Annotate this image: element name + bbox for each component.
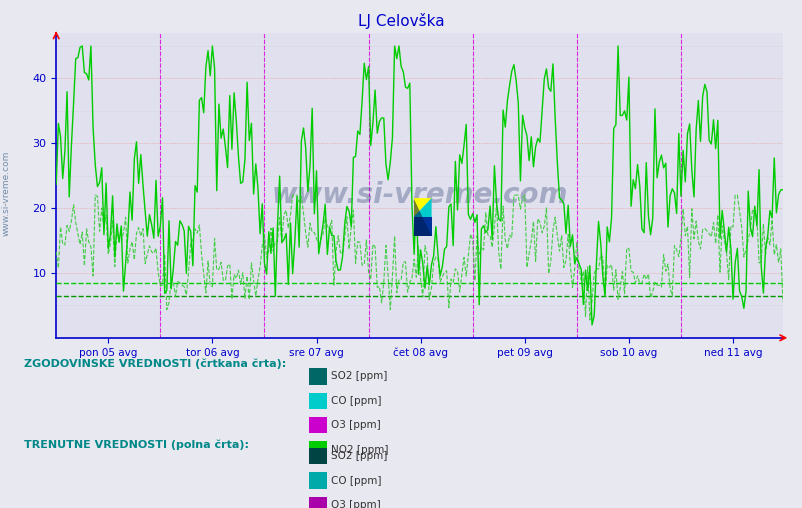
Polygon shape <box>413 217 431 236</box>
Text: www.si-vreme.com: www.si-vreme.com <box>2 150 11 236</box>
Text: SO2 [ppm]: SO2 [ppm] <box>330 371 387 382</box>
Text: SO2 [ppm]: SO2 [ppm] <box>330 451 387 461</box>
Text: CO [ppm]: CO [ppm] <box>330 475 381 486</box>
Polygon shape <box>413 198 431 236</box>
Polygon shape <box>413 198 431 217</box>
Polygon shape <box>413 198 431 217</box>
Text: LJ Celovška: LJ Celovška <box>358 13 444 28</box>
Text: O3 [ppm]: O3 [ppm] <box>330 420 380 430</box>
Text: CO [ppm]: CO [ppm] <box>330 396 381 406</box>
Text: NO2 [ppm]: NO2 [ppm] <box>330 444 388 455</box>
Text: TRENUTNE VREDNOSTI (polna črta):: TRENUTNE VREDNOSTI (polna črta): <box>24 439 249 450</box>
Text: O3 [ppm]: O3 [ppm] <box>330 500 380 508</box>
Text: www.si-vreme.com: www.si-vreme.com <box>271 180 567 209</box>
Text: ZGODOVINSKE VREDNOSTI (črtkana črta):: ZGODOVINSKE VREDNOSTI (črtkana črta): <box>24 358 286 369</box>
